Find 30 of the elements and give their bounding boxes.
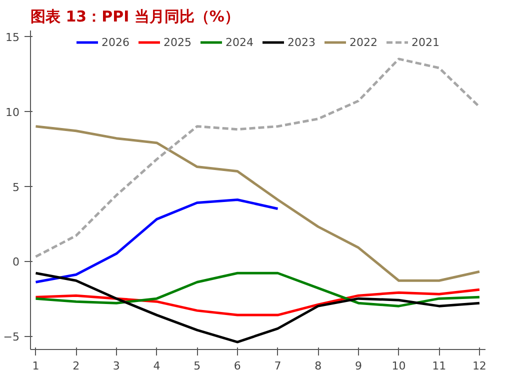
x-tick-label: 12 bbox=[472, 360, 486, 372]
legend-label: 2026 bbox=[102, 36, 130, 48]
x-tick-label: 1 bbox=[32, 360, 40, 372]
line-series bbox=[34, 272, 481, 308]
line-series bbox=[34, 198, 280, 284]
legend-label: 2023 bbox=[288, 36, 316, 48]
legend-label: 2024 bbox=[226, 36, 254, 48]
x-tick-label: 8 bbox=[314, 360, 322, 372]
x-tick-label: 4 bbox=[153, 360, 160, 372]
x-tick-label: 6 bbox=[234, 360, 241, 372]
chart-title: 图表 13：PPI 当月同比（%） bbox=[30, 8, 240, 26]
x-tick-label: 3 bbox=[112, 360, 120, 372]
line-series bbox=[34, 272, 481, 344]
x-tick-label: 10 bbox=[392, 360, 406, 372]
x-tick-label: 7 bbox=[274, 360, 282, 372]
y-tick-label: −5 bbox=[3, 330, 20, 344]
x-tick-label: 9 bbox=[354, 360, 362, 372]
y-tick-label: 10 bbox=[6, 106, 20, 119]
x-tick-label: 2 bbox=[72, 360, 80, 372]
y-tick-label: 0 bbox=[12, 256, 20, 269]
line-series bbox=[34, 288, 481, 316]
legend-label: 2025 bbox=[164, 36, 192, 48]
y-tick-label: 5 bbox=[12, 180, 20, 194]
legend-label: 2022 bbox=[350, 36, 378, 48]
x-tick-label: 11 bbox=[432, 360, 446, 372]
x-tick-label: 5 bbox=[194, 360, 201, 372]
line-series bbox=[34, 58, 481, 258]
line-series bbox=[34, 125, 481, 282]
legend-label: 2021 bbox=[412, 36, 440, 48]
y-tick-label: 15 bbox=[6, 30, 20, 44]
